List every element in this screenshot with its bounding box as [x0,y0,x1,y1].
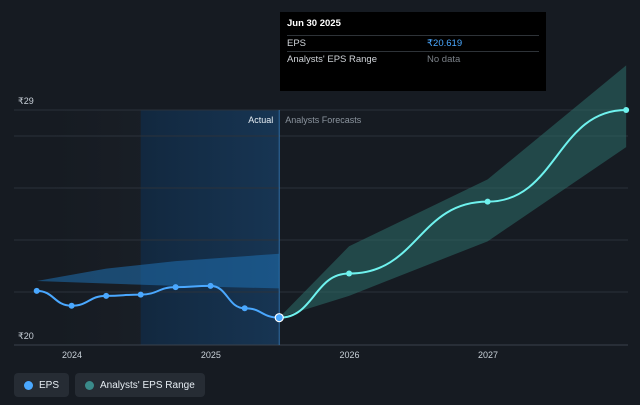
tooltip-row-eps: EPS ₹20.619 [287,35,539,51]
eps-point [33,287,40,294]
x-tick-label: 2024 [62,350,82,360]
forecast-point [484,198,491,205]
range-dot-icon [85,380,95,390]
actual-label: Actual [248,115,273,125]
tooltip-eps-label: EPS [287,38,307,49]
tooltip-row-range: Analysts' EPS Range No data [287,51,539,67]
eps-point [68,302,75,309]
eps-point [207,282,214,289]
tooltip-date: Jun 30 2025 [287,18,341,29]
x-tick-label: 2026 [339,350,359,360]
y-tick-label-bottom: ₹20 [18,331,34,341]
eps-series-line [36,284,280,319]
eps-point [172,284,179,291]
forecast-label: Analysts Forecasts [285,115,362,125]
eps-point [241,305,248,312]
legend-range-label: Analysts' EPS Range [100,379,195,391]
legend-item-eps[interactable]: EPS [14,373,70,397]
tooltip-range-value: No data [427,54,461,65]
highlight-region [140,110,280,345]
y-tick-label-top: ₹29 [18,96,34,106]
x-tick-label: 2027 [478,350,498,360]
forecast-point [623,107,630,113]
chart-legend: EPS Analysts' EPS Range [14,373,205,397]
tooltip-panel: Jun 30 2025 EPS ₹20.619 Analysts' EPS Ra… [280,12,546,91]
eps-point [137,291,144,298]
forecast-point [346,270,353,277]
legend-item-range[interactable]: Analysts' EPS Range [75,373,205,397]
forecast-range-band [279,65,627,318]
tooltip-eps-value: ₹20.619 [427,38,463,49]
eps-point-selected [274,313,284,323]
x-tick-label: 2025 [201,350,221,360]
eps-dot-icon [24,380,33,390]
legend-eps-label: EPS [39,379,60,391]
tooltip-range-label: Analysts' EPS Range [287,54,377,65]
eps-point [103,292,110,299]
forecast-series-line [279,109,627,319]
actual-range-band [36,253,280,289]
